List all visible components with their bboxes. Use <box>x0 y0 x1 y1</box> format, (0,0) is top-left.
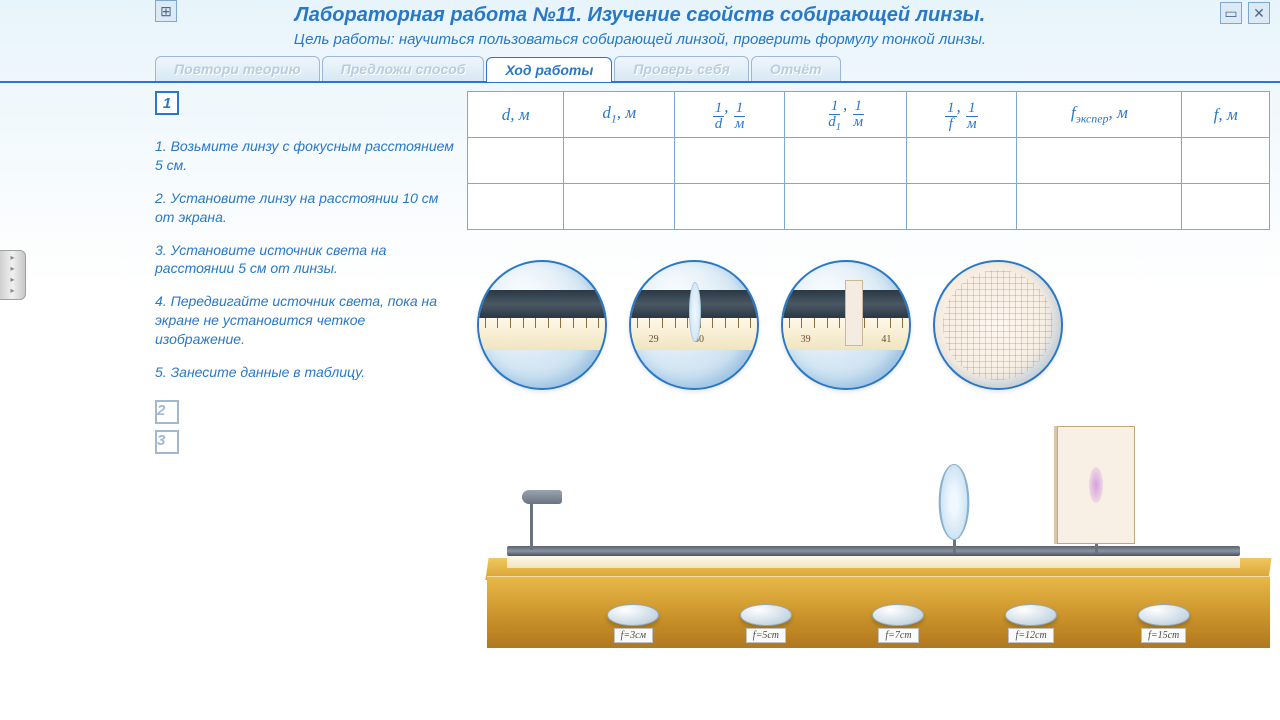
step-badge-2[interactable]: 2 <box>155 400 179 424</box>
cell[interactable] <box>468 184 564 230</box>
cell[interactable] <box>907 184 1017 230</box>
lens-cap-icon <box>607 604 659 626</box>
magnifier-row: 2930 3941 <box>467 260 1270 390</box>
lens-cap-icon <box>872 604 924 626</box>
magnifier-source[interactable] <box>477 260 607 390</box>
col-d: d, м <box>468 92 564 138</box>
lens-cap-icon <box>740 604 792 626</box>
lens-label: f=15cm <box>1141 628 1186 643</box>
tab-bar: Повтори теорию Предложи способ Ход работ… <box>0 56 1280 83</box>
window-icon[interactable]: ▭ <box>1220 2 1242 24</box>
data-table: d, м d1, м 1d, 1м 1d1, 1м 1f, 1м fэкспер… <box>467 91 1270 230</box>
col-f: f, м <box>1182 92 1270 138</box>
lens-option-12cm[interactable]: f=12cm <box>1005 604 1057 643</box>
col-d1: d1, м <box>564 92 675 138</box>
screen[interactable] <box>1057 426 1135 554</box>
cell[interactable] <box>468 138 564 184</box>
lens-option-5cm[interactable]: f=5cm <box>740 604 792 643</box>
tab-procedure[interactable]: Ход работы <box>486 57 612 82</box>
calculator-icon[interactable]: ⊞ <box>155 0 177 22</box>
lens-selector-row: f=3см f=5cm f=7cm f=12cm f=15cm <box>567 604 1230 643</box>
col-1f: 1f, 1м <box>907 92 1017 138</box>
lens-label: f=3см <box>614 628 653 643</box>
tab-report[interactable]: Отчёт <box>751 56 841 81</box>
instruction-1: 1. Возьмите линзу с фокусным расстоянием… <box>155 137 455 175</box>
instructions-panel: 1 1. Возьмите линзу с фокусным расстояни… <box>155 91 455 688</box>
toolbar-left: ⊞ <box>155 0 177 22</box>
cell[interactable] <box>1182 184 1270 230</box>
optical-bench[interactable]: f=3см f=5cm f=7cm f=12cm f=15cm <box>467 408 1270 688</box>
lens-cap-icon <box>1005 604 1057 626</box>
lens-label: f=5cm <box>746 628 786 643</box>
table-row <box>468 184 1270 230</box>
lens-option-15cm[interactable]: f=15cm <box>1138 604 1190 643</box>
instruction-3: 3. Установите источник света на расстоян… <box>155 241 455 279</box>
col-1d1: 1d1, 1м <box>784 92 906 138</box>
lens[interactable] <box>947 464 961 554</box>
lens-cap-icon <box>1138 604 1190 626</box>
instruction-2: 2. Установите линзу на расстоянии 10 см … <box>155 189 455 227</box>
cell[interactable] <box>1017 138 1182 184</box>
lens-option-3cm[interactable]: f=3см <box>607 604 659 643</box>
col-fexp: fэкспер, м <box>1017 92 1182 138</box>
close-icon[interactable]: ✕ <box>1248 2 1270 24</box>
step-badge-3[interactable]: 3 <box>155 430 179 454</box>
tab-method[interactable]: Предложи способ <box>322 56 485 81</box>
cell[interactable] <box>675 184 785 230</box>
workspace: d, м d1, м 1d, 1м 1d1, 1м 1f, 1м fэкспер… <box>467 91 1270 688</box>
tab-theory[interactable]: Повтори теорию <box>155 56 320 81</box>
cell[interactable] <box>1182 138 1270 184</box>
lens-label: f=7cm <box>878 628 918 643</box>
magnifier-screen-view[interactable] <box>933 260 1063 390</box>
step-badge-1[interactable]: 1 <box>155 91 179 115</box>
instruction-5: 5. Занесите данные в таблицу. <box>155 363 455 382</box>
cell[interactable] <box>675 138 785 184</box>
lens-option-7cm[interactable]: f=7cm <box>872 604 924 643</box>
instruction-4: 4. Передвигайте источник света, пока на … <box>155 292 455 349</box>
cell[interactable] <box>564 184 675 230</box>
cell[interactable] <box>784 184 906 230</box>
cell[interactable] <box>784 138 906 184</box>
cell[interactable] <box>564 138 675 184</box>
expand-panel-handle[interactable] <box>0 250 26 300</box>
main-content: 1 1. Возьмите линзу с фокусным расстояни… <box>0 83 1280 688</box>
bench-ruler <box>507 556 1240 568</box>
light-source[interactable] <box>522 490 562 550</box>
col-1d: 1d, 1м <box>675 92 785 138</box>
magnifier-lens[interactable]: 2930 <box>629 260 759 390</box>
header: Лабораторная работа №11. Изучение свойст… <box>0 0 1280 50</box>
lens-label: f=12cm <box>1008 628 1053 643</box>
cell[interactable] <box>1017 184 1182 230</box>
tab-check[interactable]: Проверь себя <box>614 56 748 81</box>
table-row <box>468 138 1270 184</box>
table-header-row: d, м d1, м 1d, 1м 1d1, 1м 1f, 1м fэкспер… <box>468 92 1270 138</box>
cell[interactable] <box>907 138 1017 184</box>
page-subtitle: Цель работы: научиться пользоваться соби… <box>160 31 1120 48</box>
toolbar-right: ▭ ✕ <box>1220 2 1270 24</box>
page-title: Лабораторная работа №11. Изучение свойст… <box>160 4 1120 27</box>
magnifier-screen-pos[interactable]: 3941 <box>781 260 911 390</box>
